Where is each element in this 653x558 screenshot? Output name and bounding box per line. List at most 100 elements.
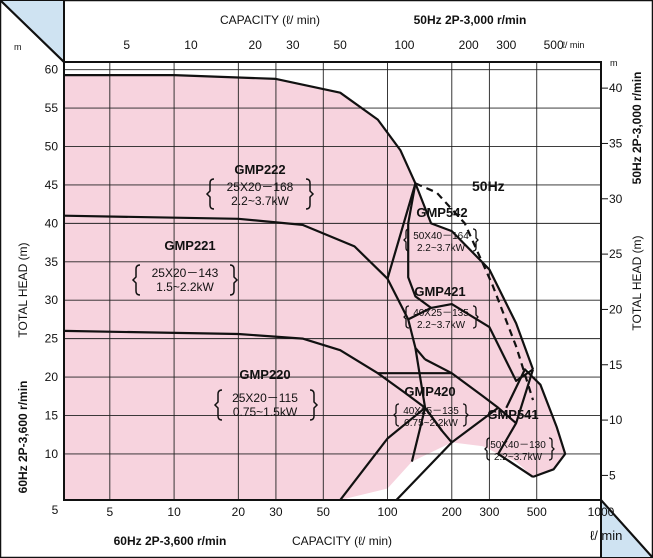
bracket-right: [462, 403, 469, 427]
curve-gmp222: [64, 74, 417, 184]
bracket-left: [403, 228, 410, 252]
curve-gmp541: [505, 368, 567, 478]
top-tick-label: 30: [286, 38, 300, 52]
pump-region-fills: [64, 75, 566, 500]
left-tick-label: 45: [45, 178, 59, 192]
bottom-axis-note: 60Hz 2P-3,600 r/min: [114, 534, 227, 548]
bottom-tick-label: 500: [527, 505, 547, 519]
top-left-diagonal: [0, 0, 65, 63]
series-label-gmp420: GMP420 40X25－135 0.75~2.2kW: [393, 384, 469, 429]
bracket-right: [548, 437, 555, 461]
top-tick-label: 500: [544, 38, 564, 52]
spec-line-2: 2.2~3.7kW: [231, 194, 289, 208]
spec-line-2: 0.75~1.5kW: [233, 405, 298, 419]
spec-line-2: 2.2~3.7kW: [417, 320, 466, 331]
bracket-left: [213, 389, 223, 421]
left-tick-label: 35: [45, 255, 59, 269]
bottom-right-diagonal: [600, 499, 653, 558]
series-label-gmp220: GMP220 25X20－115 0.75~1.5kW: [213, 367, 319, 421]
bottom-tick-label: 300: [479, 505, 499, 519]
right-tick-label: 5: [609, 468, 616, 482]
curve-label-50hz: 50Hz: [472, 178, 505, 194]
bottom-tick-label: 50: [317, 505, 331, 519]
left-tick-label: 10: [45, 447, 59, 461]
spec-line-2: 1.5~2.2kW: [156, 280, 214, 294]
top-tick-label: 50: [334, 38, 348, 52]
model-label: GMP421: [414, 284, 465, 299]
spec-line-1: 40X25－135: [413, 308, 469, 319]
grid-lines: [64, 62, 601, 500]
left-tick-label: 15: [45, 408, 59, 422]
top-tick-label: 20: [249, 38, 263, 52]
bracket-left: [131, 264, 141, 296]
left-tick-label: 55: [45, 101, 59, 115]
model-label: GMP221: [164, 238, 215, 253]
top-tick-label: 5: [123, 38, 130, 52]
bottom-tick-label: 5: [106, 505, 113, 519]
left-axis-unit: m: [14, 42, 22, 52]
plot-border: [63, 61, 602, 501]
right-tick-label: 20: [609, 302, 623, 316]
right-tick-label: 10: [609, 413, 623, 427]
series-label-gmp542: GMP542 50X40－164 2.2~3.7kW: [403, 205, 479, 254]
model-label: GMP542: [416, 205, 467, 220]
bracket-right: [309, 389, 319, 421]
bracket-right: [305, 178, 315, 210]
bracket-left: [403, 305, 410, 329]
bottom-tick-label: 30: [269, 505, 283, 519]
bracket-left: [393, 403, 400, 427]
right-axis-title: TOTAL HEAD (m): [630, 235, 644, 330]
bracket-right: [472, 228, 479, 252]
left-tick-label: 20: [45, 370, 59, 384]
boundary-221-foot: [414, 347, 427, 408]
spec-line-1: 25X20－115: [232, 391, 298, 405]
left-tick-label: 25: [45, 332, 59, 346]
spec-line-2: 0.75~2.2kW: [404, 418, 458, 429]
boundary-220-diag: [339, 406, 426, 500]
bracket-left: [484, 437, 491, 461]
bracket-right: [472, 305, 479, 329]
right-tick-label: 15: [609, 358, 623, 372]
curve-gmp420: [377, 372, 517, 425]
spec-line-1: 50X40－164: [413, 231, 469, 242]
spec-line-2: 2.2~3.7kW: [494, 452, 543, 463]
right-tick-label: 40: [609, 81, 623, 95]
spec-line-1: 25X20－168: [227, 180, 294, 194]
left-tick-label: 50: [45, 140, 59, 154]
model-label: GMP222: [234, 162, 285, 177]
right-axis-note: 50Hz 2P-3,000 r/min: [630, 72, 644, 185]
bottom-tick-label: 1000: [588, 505, 615, 519]
top-axis-unit: ℓ/ min: [562, 40, 584, 50]
right-tick-label: 25: [609, 247, 623, 261]
pump-curves: [64, 74, 567, 500]
curve-gmp421: [407, 303, 534, 382]
right-tick-label: 30: [609, 192, 623, 206]
bottom-tick-label: 10: [167, 505, 181, 519]
top-tick-label: 100: [394, 38, 414, 52]
boundary-420-floor: [395, 406, 499, 500]
boundary-542-left: [407, 183, 432, 309]
bottom-tick-label: 200: [442, 505, 462, 519]
model-label: GMP541: [487, 407, 538, 422]
boundary-541-left: [497, 369, 535, 478]
model-label: GMP420: [404, 384, 455, 399]
curve-50hz-dashed: [414, 182, 535, 401]
bottom-tick-label: 20: [232, 505, 246, 519]
spec-line-1: 25X20－143: [152, 266, 219, 280]
bracket-left: [205, 178, 215, 210]
left-corner-tick: 5: [52, 503, 59, 517]
bracket-right: [229, 264, 239, 296]
bottom-axis-title: CAPACITY (ℓ/ min): [292, 534, 392, 548]
top-tick-label: 200: [459, 38, 479, 52]
right-axis-unit: m: [610, 58, 618, 68]
left-tick-label: 60: [45, 63, 59, 77]
series-label-gmp222: GMP222 25X20－168 2.2~3.7kW: [205, 162, 315, 210]
spec-line-2: 2.2~3.7kW: [417, 243, 466, 254]
series-label-gmp421: GMP421 40X25－135 2.2~3.7kW: [403, 284, 479, 331]
right-tick-label: 35: [609, 136, 623, 150]
bottom-tick-label: 100: [378, 505, 398, 519]
spec-line-1: 40X25－135: [403, 406, 459, 417]
left-axis-note: 60Hz 2P-3,600 r/min: [16, 381, 30, 494]
